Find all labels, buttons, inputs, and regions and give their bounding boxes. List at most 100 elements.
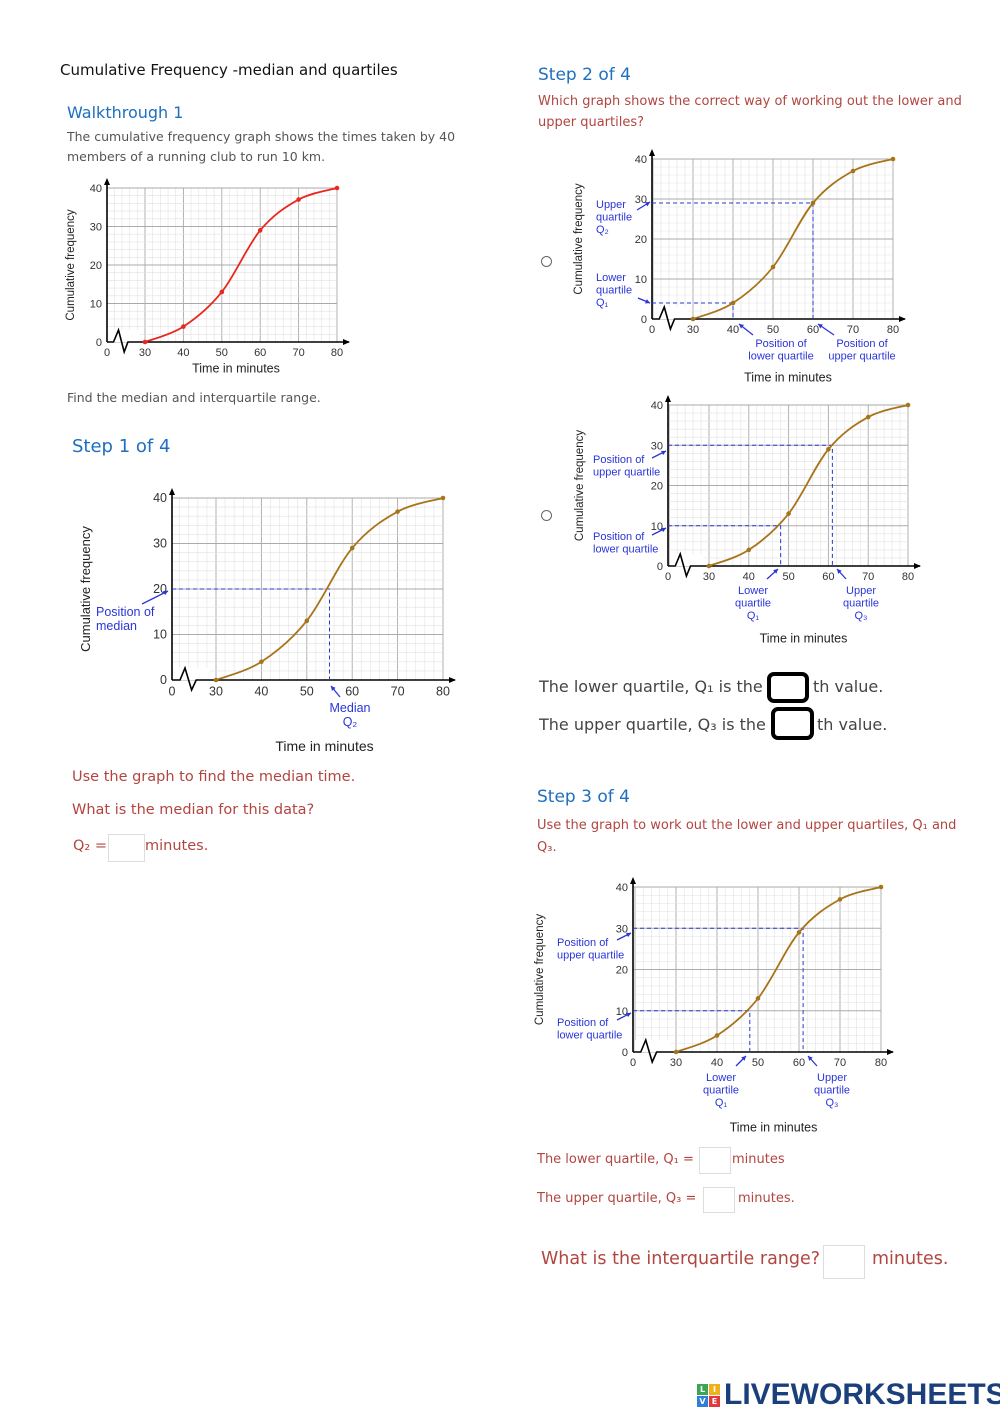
logo-letter: L	[697, 1383, 708, 1395]
arrowhead-icon	[661, 450, 666, 456]
grid	[107, 187, 338, 343]
upper-quartile-input[interactable]	[703, 1187, 735, 1213]
logo-mark-icon: L I V E	[697, 1383, 720, 1407]
x-tick-label: 50	[782, 571, 794, 583]
y-axis-arrow-icon	[665, 395, 671, 402]
x-axis	[172, 665, 455, 693]
annotation-text: quartile	[596, 212, 632, 224]
annotation-text: lower quartile	[593, 544, 658, 556]
annotation-text: quartile	[596, 285, 632, 297]
data-point	[837, 897, 843, 902]
x-tick-label: 70	[834, 1057, 846, 1069]
option-b-radio[interactable]	[541, 510, 552, 521]
x-tick-label: 60	[345, 685, 359, 699]
cumulative-frequency-curve	[692, 158, 894, 320]
y-tick-label: 20	[651, 481, 663, 493]
arrowhead-icon	[739, 324, 744, 329]
x-tick-label: 60	[822, 571, 834, 583]
arrowhead-icon	[626, 932, 631, 938]
x-tick-label: 80	[887, 324, 899, 336]
data-point	[673, 1049, 679, 1055]
annotation-text: upper quartile	[593, 467, 660, 479]
y-axis-arrow-icon	[649, 149, 655, 156]
y-tick-label: 0	[622, 1047, 628, 1059]
median-answer-input[interactable]	[108, 834, 145, 862]
chart-step3: 0 30 40 50 60 70 80 0 10 20 30 40 Time in minutes Cum…	[534, 877, 894, 1134]
x-tick-label: 30	[139, 347, 151, 359]
y-axis-label: Cumulative frequency	[573, 183, 585, 294]
data-point	[850, 168, 856, 174]
y-tick-label: 10	[635, 274, 647, 286]
annotation-text: quartile	[703, 1085, 739, 1097]
x-axis-label: Time in minutes	[730, 1120, 818, 1134]
lower-quartile-position-input[interactable]	[767, 672, 809, 703]
cumulative-frequency-curve	[144, 187, 338, 343]
walkthrough-text: The cumulative frequency graph shows the…	[67, 127, 455, 167]
x-tick-label: 30	[703, 571, 715, 583]
iqr-input[interactable]	[823, 1245, 865, 1279]
option-a-radio[interactable]	[541, 256, 552, 267]
data-point	[395, 509, 400, 514]
y-tick-label: 30	[90, 222, 102, 234]
logo-letter: I	[709, 1383, 720, 1395]
annotation-text: Position of	[593, 531, 645, 543]
x-axis-label: Time in minutes	[760, 631, 848, 645]
y-axis-label: Cumulative frequency	[534, 914, 546, 1025]
guide-line	[172, 588, 330, 680]
annotation-text: Upper	[596, 199, 626, 211]
x-tick-label: 30	[687, 324, 699, 336]
x-tick-label: 70	[847, 324, 859, 336]
x-tick-label: 60	[254, 347, 266, 359]
lower-quartile-input[interactable]	[699, 1147, 731, 1174]
step2-question-line: upper quartiles?	[538, 115, 645, 130]
x-tick-label: 60	[793, 1057, 805, 1069]
lower-quartile-position-label: The lower quartile, Q₁ is the	[539, 677, 763, 696]
arrowhead-icon	[626, 1012, 631, 1018]
chart-step2-option-b: 0 30 40 50 60 70 80 0 10 20 30 40 Time in minutes Cum…	[574, 395, 921, 645]
y-tick-label: 10	[90, 299, 102, 311]
upper-quartile-label: The upper quartile, Q₃ =	[537, 1191, 697, 1206]
data-point	[714, 1033, 720, 1038]
arrowhead-icon	[163, 590, 168, 596]
x-axis-arrow-icon	[343, 339, 350, 345]
annotation-text: Position of	[557, 1017, 609, 1029]
y-tick-label: 40	[651, 400, 663, 412]
x-axis	[633, 1037, 893, 1065]
data-point	[746, 547, 752, 553]
annotation-text: Position of	[557, 937, 609, 949]
data-point	[440, 495, 446, 501]
data-point	[865, 414, 871, 420]
x-tick-label: 50	[216, 347, 228, 359]
y-axis-arrow-icon	[169, 488, 175, 495]
x-axis	[107, 327, 349, 355]
annotation-arrow-icon	[141, 590, 169, 605]
x-axis-label: Time in minutes	[744, 370, 832, 384]
arrowhead-icon	[661, 527, 666, 533]
arrowhead-icon	[837, 569, 842, 574]
annotation-text: Position of	[755, 338, 807, 350]
guide-line	[668, 444, 833, 566]
iqr-unit: minutes.	[872, 1249, 949, 1269]
annotation-text: Lower	[596, 272, 626, 284]
upper-quartile-position-input[interactable]	[771, 707, 814, 740]
annotation-text: Q₁	[747, 610, 760, 622]
y-tick-label: 10	[153, 628, 167, 642]
grid	[668, 404, 909, 567]
x-tick-label: 30	[209, 685, 223, 699]
data-point	[878, 884, 884, 890]
guide-line	[633, 927, 804, 1052]
data-point	[259, 659, 264, 665]
data-point	[706, 563, 712, 569]
step3-instruction: Use the graph to work out the lower and …	[537, 815, 956, 859]
